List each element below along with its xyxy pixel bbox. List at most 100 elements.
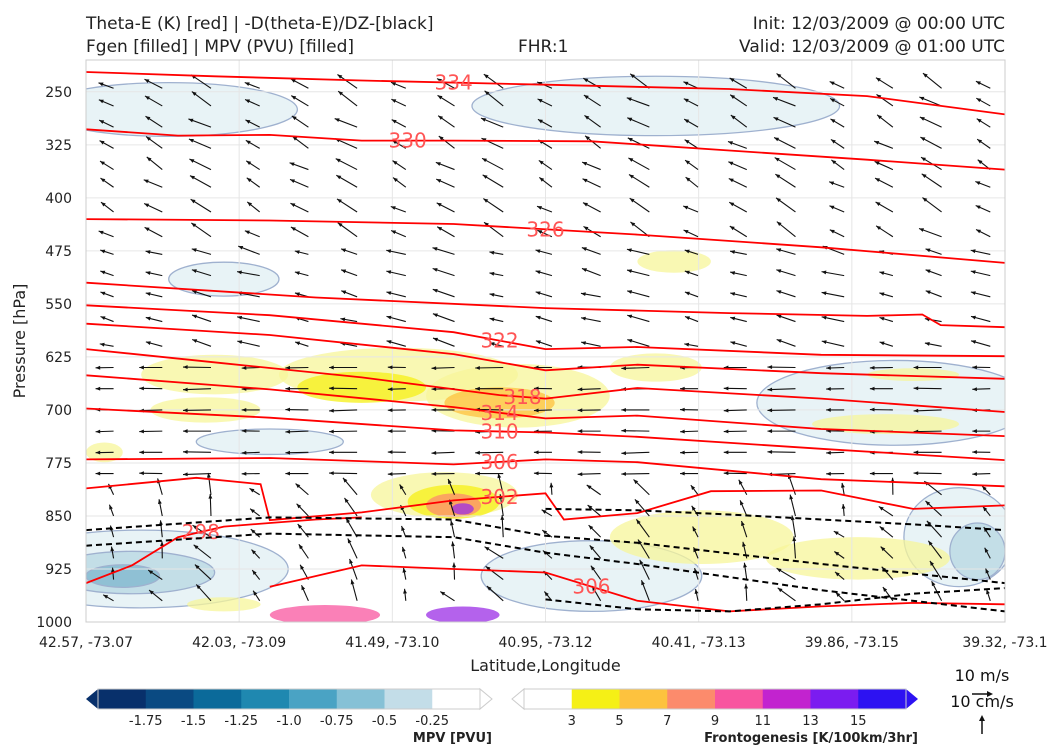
wind-vector-head bbox=[289, 162, 295, 167]
wind-vector-head bbox=[680, 450, 685, 455]
wind-vector-head bbox=[432, 247, 438, 251]
wind-vector-head bbox=[337, 74, 343, 79]
wind-vector bbox=[182, 388, 212, 391]
mpv-filled-region bbox=[195, 428, 344, 456]
wind-vector-head bbox=[874, 161, 880, 166]
wind-vector-head bbox=[329, 429, 334, 434]
wind-vector-head bbox=[482, 174, 488, 179]
mpv-colorbar-segment bbox=[241, 689, 290, 709]
wind-vector-head bbox=[694, 589, 699, 594]
wind-vector-head bbox=[290, 227, 296, 231]
wind-vector-head bbox=[486, 586, 492, 591]
wind-vector-head bbox=[95, 471, 101, 476]
wind-vector-head bbox=[925, 500, 931, 506]
wind-vector-head bbox=[191, 290, 197, 294]
wind-vector-head bbox=[431, 407, 437, 412]
mpv-colorbar-title: MPV [PVU] bbox=[413, 731, 492, 746]
wind-vector-head bbox=[776, 290, 782, 294]
wind-vector-head bbox=[489, 250, 495, 255]
wind-vector-head bbox=[743, 562, 747, 568]
wind-vector-head bbox=[475, 471, 480, 476]
wind-vector-head bbox=[483, 198, 489, 203]
wind-vector-head bbox=[840, 482, 845, 488]
wind-vector-head bbox=[145, 341, 151, 345]
wind-vector-head bbox=[841, 504, 846, 509]
wind-vector-head bbox=[773, 117, 779, 122]
wind-vector-head bbox=[641, 580, 645, 586]
wind-vector-head bbox=[913, 386, 919, 391]
wind-vector-head bbox=[834, 571, 840, 577]
wind-vector-head bbox=[192, 525, 198, 530]
wind-vector-head bbox=[985, 568, 990, 574]
wind-vector-head bbox=[691, 505, 696, 511]
wind-vector-head bbox=[536, 206, 542, 210]
wind-vector-head bbox=[431, 471, 437, 476]
wind-vector-head bbox=[929, 560, 935, 566]
wind-vector bbox=[913, 409, 942, 412]
wind-vector-head bbox=[483, 74, 489, 79]
wind-vector-head bbox=[99, 342, 105, 347]
wind-vector-head bbox=[144, 203, 150, 208]
frontogenesis-filled-region bbox=[609, 353, 702, 382]
wind-vector-head bbox=[337, 222, 343, 227]
theta-e-contour-label: 310 bbox=[480, 419, 518, 443]
wind-vector-head bbox=[723, 429, 729, 434]
mpv-colorbar-tick-label: -0.25 bbox=[415, 714, 449, 729]
wind-vector-head bbox=[767, 449, 773, 454]
wind-vector-head bbox=[627, 314, 633, 319]
wind-vector-head bbox=[100, 202, 106, 207]
wind-vector-head bbox=[685, 177, 691, 182]
wind-vector-head bbox=[970, 315, 976, 320]
wind-vector-head bbox=[245, 99, 251, 104]
wind-vector-head bbox=[920, 137, 926, 141]
wind-vector-head bbox=[919, 117, 925, 121]
wind-vector-head bbox=[730, 271, 736, 275]
wind-vector-head bbox=[821, 315, 827, 320]
wind-vector-head bbox=[982, 506, 988, 512]
wind-vector-head bbox=[95, 429, 101, 434]
wind-vector-head bbox=[680, 386, 685, 391]
wind-vector-head bbox=[829, 205, 835, 210]
wind-vector-head bbox=[390, 206, 396, 210]
wind-vector-head bbox=[627, 117, 633, 122]
wind-vector-head bbox=[95, 365, 101, 370]
wind-vector-head bbox=[723, 386, 729, 391]
wind-vector-head bbox=[437, 78, 442, 83]
wind-vector-head bbox=[247, 201, 253, 207]
wind-vector-head bbox=[975, 81, 981, 86]
wind-vector-head bbox=[438, 115, 444, 120]
wind-vector-head bbox=[680, 429, 685, 434]
wind-vector-head bbox=[533, 450, 539, 455]
ddz-theta-e-contour bbox=[86, 532, 1005, 613]
mpv-colorbar-segment bbox=[98, 689, 147, 709]
wind-vector-head bbox=[730, 316, 736, 321]
mpv-colorbar-segment bbox=[289, 689, 338, 709]
wind-vector-head bbox=[190, 199, 196, 204]
wind-vector-head bbox=[621, 407, 626, 412]
wind-vector-head bbox=[139, 429, 144, 434]
wind-vector-head bbox=[450, 520, 454, 526]
wind-vector-head bbox=[391, 119, 397, 124]
wind-vector-head bbox=[300, 564, 305, 570]
wind-vector-head bbox=[246, 177, 252, 183]
wind-vector-head bbox=[826, 407, 831, 412]
theta-e-contour bbox=[86, 218, 1005, 264]
wind-vector-head bbox=[246, 160, 252, 165]
wind-vector-head bbox=[723, 408, 729, 413]
wind-vector-head bbox=[776, 314, 782, 319]
wind-vector-head bbox=[329, 365, 334, 370]
wind-vector-head bbox=[583, 226, 589, 231]
wind-vector-head bbox=[626, 97, 632, 102]
wind-vector-head bbox=[539, 177, 545, 182]
wind-vector-head bbox=[392, 160, 398, 165]
wind-vector-head bbox=[925, 290, 931, 295]
wind-vector-head bbox=[139, 471, 144, 476]
fgen-colorbar-segment bbox=[524, 689, 573, 709]
wind-vector-head bbox=[402, 567, 407, 573]
theta-e-contour bbox=[86, 322, 1005, 380]
wind-vector-head bbox=[145, 271, 151, 275]
wind-vector-head bbox=[98, 99, 104, 104]
wind-vector bbox=[621, 451, 650, 454]
wind-vector-head bbox=[684, 316, 690, 321]
wind-vector-head bbox=[500, 515, 505, 520]
